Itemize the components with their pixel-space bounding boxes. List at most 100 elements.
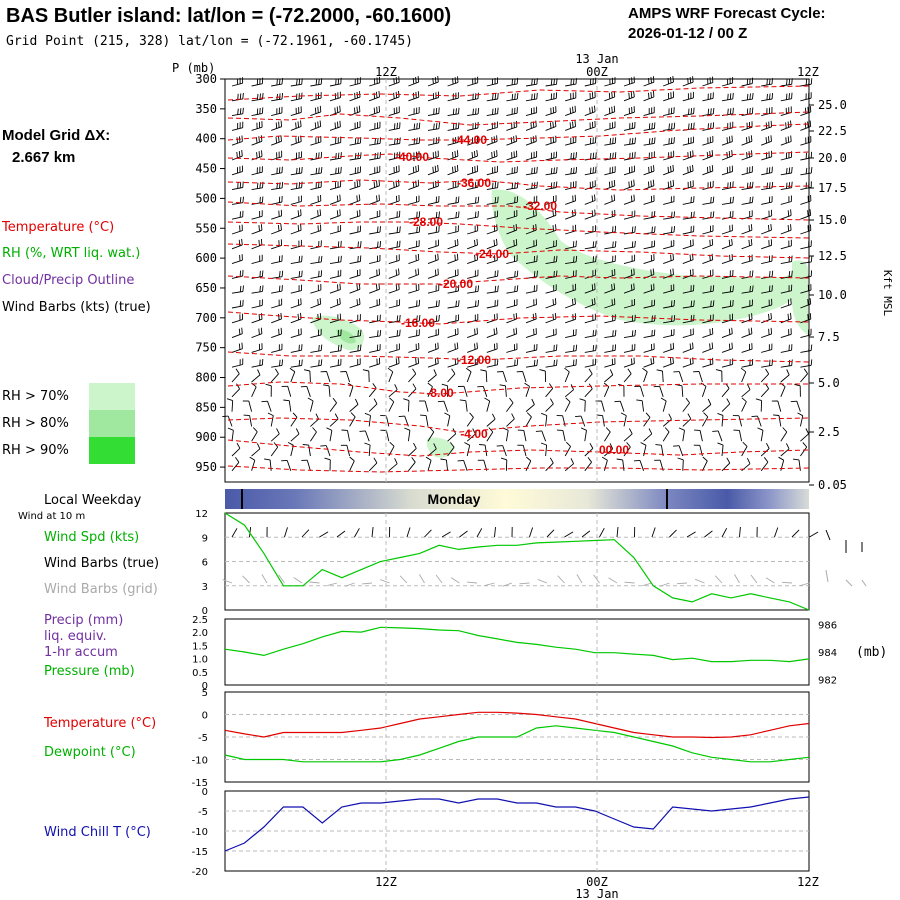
wind-barb-flag: [513, 225, 515, 232]
wind-barb-flag: [628, 181, 630, 188]
wind-barb-flag: [476, 238, 478, 245]
wind-barb: [505, 385, 507, 397]
wind-barb-flag: [554, 209, 557, 216]
wind-barb: [604, 448, 613, 457]
wind-barb: [761, 215, 772, 220]
wind-barb-flag: [766, 182, 769, 189]
wind-barb-flag: [494, 182, 497, 189]
wind-barb: [271, 333, 282, 339]
wind-barb: [271, 83, 283, 87]
wind-barb-flag: [264, 458, 271, 461]
wind-barb: [800, 141, 812, 146]
forecast-cycle-label: AMPS WRF Forecast Cycle:: [628, 5, 826, 22]
wind-barb-flag: [278, 121, 280, 128]
wind-barb: [525, 126, 537, 131]
wind-barb: [604, 127, 616, 131]
wind-barb: [290, 349, 302, 353]
wind-barb-flag: [731, 238, 733, 245]
wind-barb: [251, 171, 263, 176]
wind-barb: [408, 231, 420, 235]
wind-barb: [659, 386, 664, 397]
wind-barb: [369, 157, 381, 161]
legend-barb: [825, 569, 829, 583]
wind-barb: [329, 126, 341, 131]
wind-barb-flag: [531, 167, 533, 174]
wind-barb: [388, 157, 400, 161]
wind-barb: [741, 155, 753, 161]
wind-barb: [717, 430, 723, 442]
wind-barb-flag: [569, 122, 572, 129]
contour-label: -20.00: [439, 277, 473, 291]
wind-barb: [623, 349, 635, 353]
wind-barb: [251, 374, 261, 383]
wind-barb-flag: [553, 256, 555, 263]
wind-barb-flag: [802, 442, 808, 448]
height-axis-title: Kft MSL: [881, 270, 894, 317]
pressure-tick-label: 450: [195, 162, 217, 176]
y-tick-label: 0: [202, 711, 208, 722]
wind-barb-flag: [712, 107, 715, 114]
wind-barb: [780, 214, 792, 220]
height-ticks: 25.022.520.017.515.012.510.07.55.02.50.0…: [809, 98, 847, 492]
wind-barb: [231, 216, 243, 220]
wind-barb: [369, 363, 380, 368]
wind-barb-flag: [415, 358, 417, 365]
wind-barb: [663, 334, 675, 339]
wind-barb: [427, 362, 439, 368]
wind-chill-label: Wind Chill T (°C): [44, 825, 151, 840]
y-tick-label: 0: [202, 681, 208, 692]
wind-barb: [467, 230, 478, 235]
wind-barb: [702, 170, 713, 176]
wind-barb-flag: [689, 358, 692, 365]
wind-barb-flag: [651, 122, 653, 129]
wind-barb: [271, 140, 282, 146]
wind-barb: [447, 244, 459, 250]
wind-barb-true: [529, 527, 534, 538]
wind-barb: [623, 246, 635, 250]
wind-barb-flag: [613, 194, 616, 201]
contour-label: -8.00: [426, 386, 454, 400]
wind-barb: [349, 200, 361, 205]
wind-barb: [702, 202, 714, 205]
wind-barb: [721, 348, 733, 353]
wind-barb-flag: [395, 358, 398, 365]
wind-barb: [310, 186, 322, 191]
wind-barb-flag: [300, 120, 302, 127]
wind-barb: [249, 415, 253, 427]
temperature-contour-line: [227, 179, 810, 191]
wind-barb: [643, 348, 655, 353]
wind-barb-flag: [702, 456, 708, 462]
wind-barb: [369, 349, 381, 353]
wind-barb-flag: [571, 210, 574, 217]
temperature-contour-line: [227, 417, 810, 433]
wind-barb: [741, 260, 753, 265]
wind-barb-true: [459, 530, 468, 538]
wind-barb-flag: [648, 92, 650, 99]
wind-barb-flag: [256, 93, 259, 100]
wind-barb-flag: [475, 108, 477, 115]
wind-barb: [329, 172, 341, 176]
wind-barb-flag: [587, 457, 592, 463]
wind-barb: [741, 318, 753, 324]
wind-barb: [506, 112, 518, 117]
wind-barb-flag: [267, 412, 274, 417]
wind-barb-flag: [454, 151, 456, 158]
wind-barb-flag: [412, 383, 417, 390]
wind-barb: [800, 373, 808, 383]
wind-barb: [251, 448, 261, 457]
wind-barb-flag: [768, 313, 770, 320]
wind-barb: [643, 371, 648, 383]
wind-barb: [329, 157, 341, 161]
wind-barb-flag: [672, 179, 675, 186]
wind-barb: [799, 415, 804, 427]
wind-barb-flag: [435, 123, 438, 130]
wind-barb: [760, 373, 770, 383]
wind-barb-flag: [612, 137, 614, 144]
wind-barb-flag: [809, 298, 812, 305]
wind-barb-flag: [763, 457, 769, 463]
wind-barb: [800, 245, 812, 250]
wind-barb-flag: [477, 107, 480, 114]
wind-barb: [506, 171, 518, 176]
wind-barb: [349, 303, 361, 309]
wind-barb-flag: [258, 328, 260, 335]
